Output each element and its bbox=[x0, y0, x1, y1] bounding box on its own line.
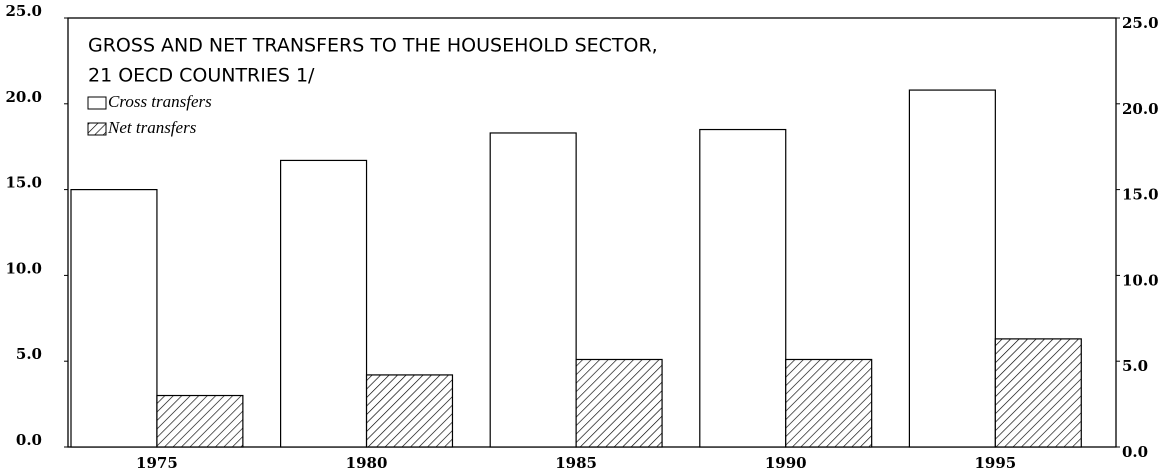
y-tick-label: 15.0 bbox=[5, 174, 42, 192]
bar bbox=[70, 189, 158, 448]
x-tick-label: 1985 bbox=[555, 454, 597, 472]
bar bbox=[994, 338, 1082, 448]
x-tick-label: 1995 bbox=[974, 454, 1016, 472]
y2-tick-label: 0.0 bbox=[1122, 443, 1148, 461]
y-tick-label: 25.0 bbox=[5, 2, 42, 20]
chart-title: GROSS AND NET TRANSFERS TO THE HOUSEHOLD… bbox=[88, 35, 658, 57]
bar bbox=[489, 132, 577, 448]
legend-label: Cross transfers bbox=[108, 92, 212, 111]
y2-tick-label: 5.0 bbox=[1122, 357, 1148, 375]
bar bbox=[365, 374, 454, 448]
y2-tick-label: 20.0 bbox=[1122, 100, 1159, 118]
y-tick-label: 10.0 bbox=[5, 259, 42, 277]
y-tick-label: 5.0 bbox=[16, 345, 42, 363]
x-tick-label: 1975 bbox=[136, 454, 178, 472]
legend-swatch bbox=[87, 122, 107, 136]
legend-swatch bbox=[87, 96, 107, 110]
bar bbox=[156, 394, 244, 448]
bar bbox=[785, 358, 873, 448]
bar bbox=[699, 128, 787, 448]
chart-subtitle: 21 OECD COUNTRIES 1/ bbox=[88, 65, 315, 87]
y-tick-label: 0.0 bbox=[16, 431, 42, 449]
y2-tick-label: 25.0 bbox=[1122, 14, 1159, 32]
x-tick-label: 1990 bbox=[765, 454, 807, 472]
x-tick-label: 1980 bbox=[346, 454, 388, 472]
bar bbox=[908, 89, 996, 448]
y-tick-label: 20.0 bbox=[5, 88, 42, 106]
legend-label: Net transfers bbox=[107, 118, 197, 137]
bar bbox=[575, 358, 663, 448]
bar bbox=[280, 159, 368, 448]
y2-tick-label: 10.0 bbox=[1122, 271, 1159, 289]
y2-tick-label: 15.0 bbox=[1122, 186, 1159, 204]
